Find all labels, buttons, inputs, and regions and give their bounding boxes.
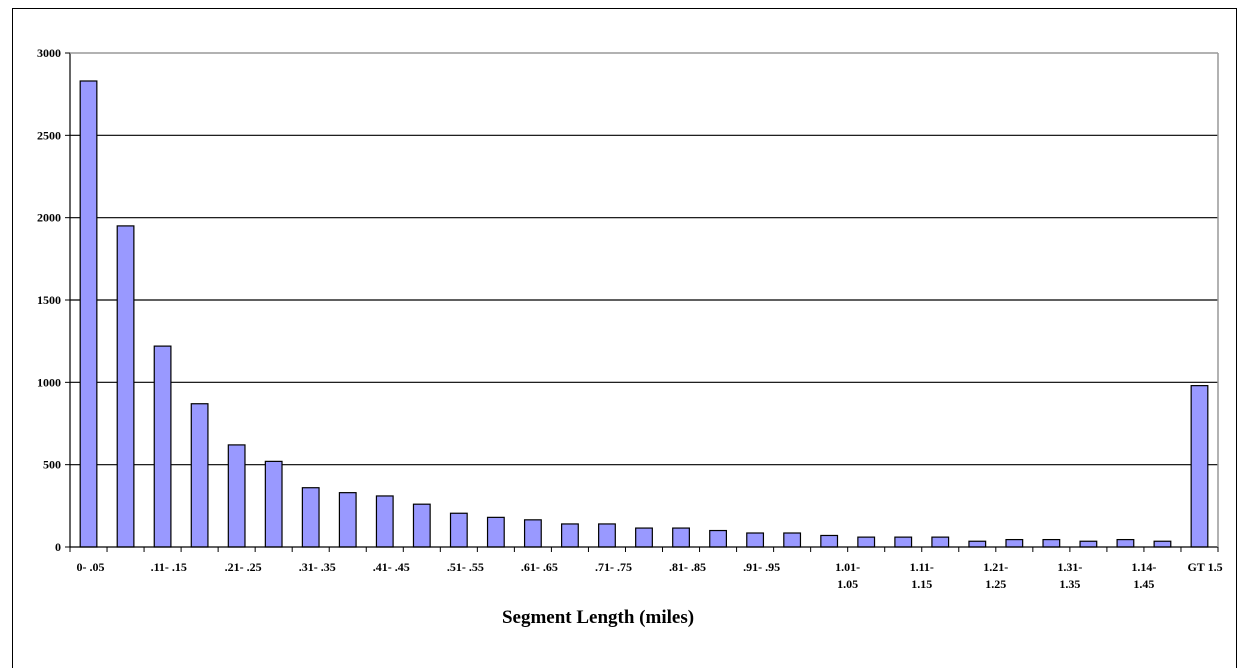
bar bbox=[1116, 538, 1135, 548]
bar bbox=[561, 523, 579, 548]
x-tick-label-line: .51- .55 bbox=[447, 560, 484, 574]
y-tick-label: 2500 bbox=[37, 128, 61, 142]
y-tick-labels: 0 500 1000 1500 2000 2500 3000 bbox=[37, 46, 70, 554]
bar bbox=[449, 512, 468, 548]
bar bbox=[635, 527, 653, 548]
x-tick-label-line: 1.21- bbox=[983, 560, 1008, 574]
bar bbox=[709, 529, 727, 548]
x-tick-label: 1.01- 1.05 bbox=[835, 560, 860, 591]
bar bbox=[1079, 540, 1098, 548]
x-tick-label-line: .61- .65 bbox=[521, 560, 558, 574]
x-axis-label: Segment Length (miles) bbox=[502, 607, 694, 628]
y-tick-label: 3000 bbox=[37, 46, 61, 60]
x-tick-label-line: 1.31- bbox=[1057, 560, 1082, 574]
x-tick-label: GT 1.5 bbox=[1187, 560, 1222, 574]
x-tick-label: 1.11- 1.15 bbox=[910, 560, 934, 591]
x-tick-label: 1.21- 1.25 bbox=[983, 560, 1008, 591]
bar bbox=[672, 527, 690, 548]
x-tick-label-line: .21- .25 bbox=[225, 560, 262, 574]
x-tick-label-line: GT 1.5 bbox=[1187, 560, 1222, 574]
bar bbox=[820, 534, 839, 548]
bars bbox=[79, 80, 1209, 548]
bar bbox=[857, 536, 876, 548]
x-tick-label: 1.31- 1.35 bbox=[1057, 560, 1082, 591]
bar bbox=[968, 540, 987, 548]
bar bbox=[412, 503, 431, 548]
x-tick-label: .81- .85 bbox=[669, 560, 706, 574]
bar bbox=[79, 80, 98, 548]
x-tick-label-line: 1.05 bbox=[837, 577, 858, 591]
x-tick-label: .71- .75 bbox=[595, 560, 632, 574]
bar bbox=[301, 487, 320, 548]
x-tick-label: .51- .55 bbox=[447, 560, 484, 574]
x-tick-label-line: .71- .75 bbox=[595, 560, 632, 574]
bar bbox=[1153, 540, 1172, 548]
bar bbox=[1042, 538, 1061, 548]
bar bbox=[116, 225, 135, 548]
x-tick-label-line: .31- .35 bbox=[299, 560, 336, 574]
x-tick-labels: 0- .05 .11- .15 .21- .25 .31- .35 .41- .45 .5… bbox=[69, 547, 1223, 591]
bar bbox=[264, 460, 283, 548]
x-tick-label: .61- .65 bbox=[521, 560, 558, 574]
x-tick-label: .91- .95 bbox=[743, 560, 780, 574]
y-tick-label: 500 bbox=[43, 458, 61, 472]
bar bbox=[486, 516, 505, 548]
x-tick-label-line: 1.35 bbox=[1059, 577, 1080, 591]
bar bbox=[1190, 385, 1209, 548]
y-tick-label: 0 bbox=[55, 540, 61, 554]
x-tick-label: .21- .25 bbox=[225, 560, 262, 574]
chart-frame bbox=[12, 8, 1237, 668]
y-tick-label: 1500 bbox=[37, 293, 61, 307]
bar bbox=[153, 345, 172, 548]
bar bbox=[338, 492, 357, 548]
bar bbox=[598, 523, 616, 548]
x-tick-label-line: .41- .45 bbox=[373, 560, 410, 574]
x-tick-label-line: 1.14- bbox=[1131, 560, 1156, 574]
x-tick-label: 0- .05 bbox=[77, 560, 105, 574]
x-tick-label-line: 1.25 bbox=[985, 577, 1006, 591]
bar bbox=[894, 536, 913, 548]
x-tick-label: .41- .45 bbox=[373, 560, 410, 574]
bar bbox=[190, 403, 209, 548]
x-tick-label: .31- .35 bbox=[299, 560, 336, 574]
bar bbox=[375, 495, 394, 548]
bar bbox=[227, 444, 246, 548]
bar bbox=[523, 519, 542, 548]
x-tick-label: .11- .15 bbox=[151, 560, 187, 574]
x-tick-label-line: 1.11- bbox=[910, 560, 934, 574]
x-tick-label-line: .91- .95 bbox=[743, 560, 780, 574]
x-tick-label: 1.14- 1.45 bbox=[1131, 560, 1156, 591]
x-tick-label-line: .11- .15 bbox=[151, 560, 187, 574]
bar bbox=[931, 536, 950, 548]
x-tick-label-line: 0- .05 bbox=[77, 560, 105, 574]
x-tick-label-line: .81- .85 bbox=[669, 560, 706, 574]
y-tick-label: 2000 bbox=[37, 211, 61, 225]
bar bbox=[1005, 538, 1024, 548]
gridlines bbox=[70, 134, 1218, 466]
x-tick-label-line: 1.01- bbox=[835, 560, 860, 574]
x-tick-label-line: 1.45 bbox=[1133, 577, 1154, 591]
bar bbox=[783, 532, 802, 548]
bar bbox=[746, 532, 765, 548]
x-tick-label-line: 1.15 bbox=[911, 577, 932, 591]
y-tick-label: 1000 bbox=[37, 375, 61, 389]
